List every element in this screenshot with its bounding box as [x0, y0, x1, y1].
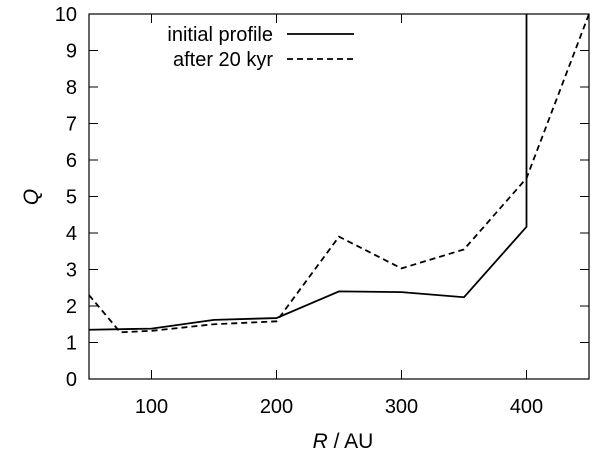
x-tick-label: 300 [385, 396, 418, 418]
axis-ticks: 0 1 2 3 4 5 6 7 8 9 10 100 200 300 400 [55, 4, 589, 418]
y-tick-label: 4 [66, 223, 77, 245]
series-line-2 [88, 13, 590, 334]
legend-label: after 20 kyr [173, 49, 273, 71]
y-tick-label: 3 [66, 260, 77, 282]
y-tick-label: 2 [66, 296, 77, 318]
legend: initial profile after 20 kyr [167, 24, 354, 71]
series-line-1 [88, 14, 528, 331]
y-tick-label: 9 [66, 41, 77, 63]
y-tick-label: 1 [66, 333, 77, 355]
y-tick-label: 10 [55, 4, 77, 26]
x-axis-variable: R [313, 430, 328, 453]
plot-frame [88, 13, 590, 380]
y-axis-title: Q [20, 189, 43, 205]
series-layer [88, 13, 590, 334]
x-axis-title: R / AU [313, 430, 374, 453]
x-axis-unit: / AU [328, 430, 374, 453]
legend-label: initial profile [167, 24, 273, 46]
x-tick-label: 100 [135, 396, 168, 418]
x-tick-label: 400 [510, 396, 543, 418]
y-tick-label: 6 [66, 150, 77, 172]
axis-titles: Q R / AU [20, 189, 373, 453]
y-tick-label: 0 [66, 369, 77, 391]
y-tick-label: 7 [66, 114, 77, 136]
y-tick-label: 5 [66, 187, 77, 209]
x-tick-label: 200 [260, 396, 293, 418]
y-tick-label: 8 [66, 77, 77, 99]
plot-border [88, 13, 590, 380]
